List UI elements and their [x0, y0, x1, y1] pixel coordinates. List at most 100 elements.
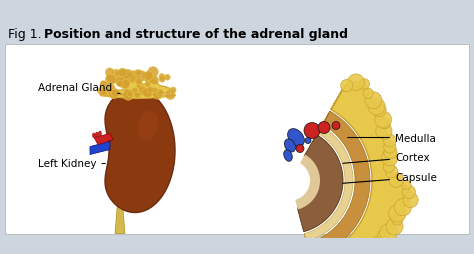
Circle shape [100, 81, 106, 88]
Circle shape [105, 75, 116, 86]
Polygon shape [100, 76, 176, 99]
Circle shape [363, 89, 373, 99]
Circle shape [109, 76, 116, 83]
Circle shape [138, 87, 146, 94]
Circle shape [383, 141, 396, 153]
Circle shape [384, 146, 397, 159]
Circle shape [377, 230, 389, 242]
Circle shape [137, 84, 142, 89]
Circle shape [380, 119, 390, 129]
Text: Adrenal Gland: Adrenal Gland [38, 83, 120, 94]
Circle shape [165, 90, 175, 100]
Circle shape [102, 89, 110, 97]
Circle shape [389, 173, 403, 187]
Polygon shape [115, 198, 125, 234]
Circle shape [152, 88, 157, 93]
Circle shape [147, 67, 158, 78]
Circle shape [159, 74, 165, 80]
Circle shape [124, 90, 134, 100]
Circle shape [118, 69, 127, 77]
Circle shape [115, 71, 122, 77]
Circle shape [134, 92, 140, 99]
Circle shape [142, 91, 148, 97]
Circle shape [98, 87, 107, 96]
Circle shape [135, 70, 142, 77]
Polygon shape [311, 82, 411, 254]
Circle shape [368, 99, 385, 116]
Circle shape [153, 89, 163, 100]
Circle shape [392, 214, 403, 225]
Circle shape [150, 77, 159, 85]
Circle shape [105, 69, 114, 77]
Circle shape [341, 80, 353, 92]
Circle shape [119, 79, 130, 90]
Circle shape [136, 71, 147, 82]
Circle shape [403, 193, 418, 208]
Circle shape [144, 72, 153, 81]
Circle shape [101, 91, 108, 97]
Ellipse shape [332, 122, 340, 130]
Circle shape [117, 81, 124, 87]
Circle shape [348, 75, 365, 91]
Circle shape [146, 76, 154, 84]
Circle shape [380, 224, 397, 242]
Circle shape [124, 75, 132, 83]
Polygon shape [105, 89, 175, 213]
Circle shape [389, 205, 406, 222]
Polygon shape [304, 126, 353, 241]
Ellipse shape [92, 134, 96, 138]
Circle shape [129, 75, 137, 84]
Circle shape [115, 77, 125, 87]
Ellipse shape [137, 111, 158, 141]
Text: Capsule: Capsule [343, 173, 437, 184]
Ellipse shape [318, 122, 330, 134]
Circle shape [136, 79, 142, 85]
Ellipse shape [296, 145, 304, 153]
Circle shape [121, 80, 130, 89]
Circle shape [144, 89, 152, 97]
Ellipse shape [284, 139, 296, 152]
Circle shape [364, 247, 373, 254]
Circle shape [374, 236, 383, 246]
Circle shape [123, 70, 133, 80]
Circle shape [120, 75, 129, 85]
Circle shape [394, 199, 411, 216]
Circle shape [402, 181, 411, 190]
Circle shape [111, 75, 119, 84]
Circle shape [365, 92, 382, 109]
Circle shape [145, 82, 150, 88]
Circle shape [137, 80, 142, 85]
Text: Medulla: Medulla [348, 133, 436, 143]
Ellipse shape [95, 133, 99, 137]
Ellipse shape [288, 129, 304, 147]
Circle shape [402, 186, 416, 199]
Circle shape [123, 90, 134, 101]
Circle shape [164, 75, 170, 81]
Circle shape [159, 77, 165, 83]
Circle shape [356, 252, 365, 254]
Circle shape [374, 112, 392, 129]
Circle shape [383, 134, 396, 147]
Polygon shape [94, 134, 113, 145]
Text: Fig 1.: Fig 1. [8, 28, 46, 41]
Circle shape [109, 89, 115, 94]
Circle shape [111, 89, 119, 98]
Polygon shape [307, 112, 370, 254]
Circle shape [373, 104, 386, 117]
Ellipse shape [305, 138, 311, 144]
Polygon shape [90, 142, 110, 155]
Circle shape [142, 73, 148, 79]
Circle shape [143, 74, 148, 79]
Circle shape [130, 71, 137, 79]
Text: Position and structure of the adrenal gland: Position and structure of the adrenal gl… [44, 28, 348, 41]
Circle shape [158, 90, 164, 95]
Circle shape [125, 74, 135, 84]
Circle shape [359, 80, 370, 90]
Ellipse shape [284, 150, 292, 162]
Circle shape [147, 87, 154, 94]
Circle shape [376, 123, 392, 139]
Circle shape [382, 150, 398, 166]
Text: Left Kidney: Left Kidney [38, 159, 105, 169]
Ellipse shape [304, 123, 320, 139]
Polygon shape [5, 44, 469, 234]
